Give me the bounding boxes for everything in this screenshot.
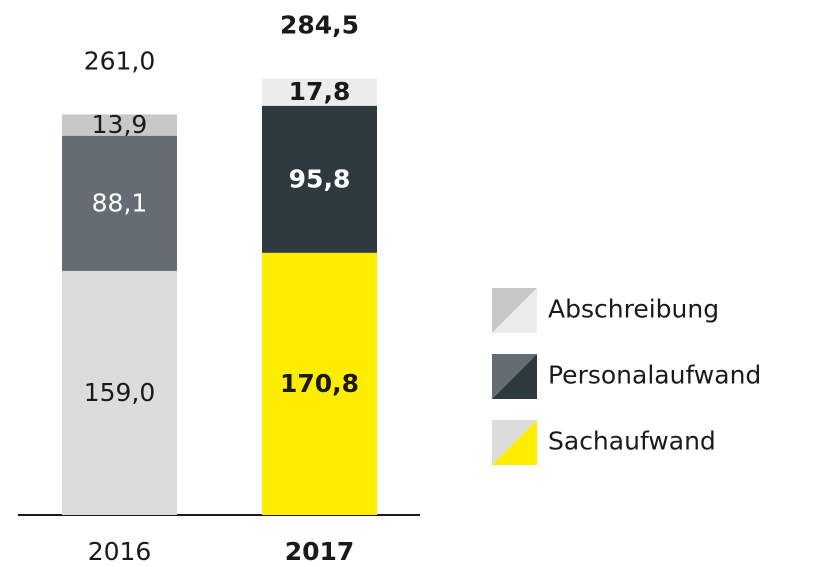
- legend-label: Sachaufwand: [548, 427, 716, 456]
- bar-segment: [262, 252, 377, 515]
- legend-label: Abschreibung: [548, 295, 719, 324]
- legend-label: Personalaufwand: [548, 361, 761, 390]
- value-label: 170,8: [280, 369, 359, 398]
- legend-swatch: [492, 354, 537, 399]
- x-tick-label: 2017: [285, 537, 355, 566]
- total-label: 284,5: [280, 10, 359, 39]
- value-label: 88,1: [92, 188, 148, 217]
- total-label: 261,0: [84, 46, 156, 75]
- legend-swatch: [492, 288, 537, 333]
- value-label: 95,8: [289, 164, 351, 193]
- x-tick-label: 2016: [88, 537, 152, 566]
- value-label: 159,0: [84, 378, 156, 407]
- legend-swatch: [492, 420, 537, 465]
- bar-segment: [262, 78, 377, 106]
- bar-segment: [62, 114, 177, 136]
- value-label: 13,9: [92, 110, 148, 139]
- bar-segment: [62, 135, 177, 271]
- value-label: 17,8: [289, 77, 351, 106]
- bar-segment: [262, 105, 377, 253]
- bar-segment: [62, 270, 177, 515]
